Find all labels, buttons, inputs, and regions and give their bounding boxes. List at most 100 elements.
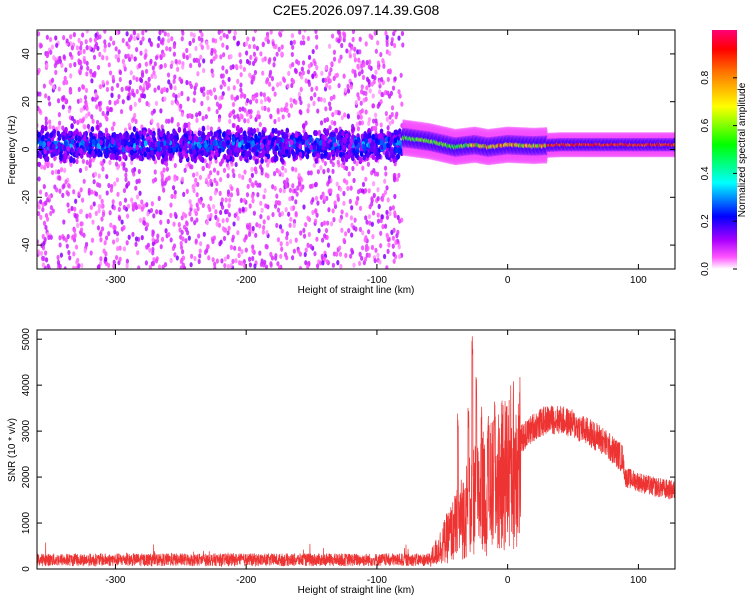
spectrogram-noise-cell <box>108 160 111 165</box>
spectrogram-noise-cell <box>173 44 176 49</box>
spectrogram-noise-cell <box>255 222 258 227</box>
spectrogram-core-cell <box>42 141 46 147</box>
spectrogram-noise-cell <box>145 62 148 67</box>
spectrogram-noise-cell <box>113 205 116 210</box>
spectrogram-noise-cell <box>323 221 326 226</box>
spectrogram-core-cell <box>260 143 264 149</box>
spectrogram-noise-cell <box>233 114 236 119</box>
spectrogram-noise-cell <box>66 38 69 43</box>
spectrogram-noise-cell <box>202 92 205 97</box>
spectrogram-noise-cell <box>106 190 109 195</box>
spectrogram-noise-cell <box>152 70 155 75</box>
spectrogram-noise-cell <box>126 240 129 245</box>
spectrogram-noise-cell <box>111 126 114 131</box>
spectrogram-noise-cell <box>377 65 380 70</box>
spectrogram-core-cell <box>89 142 93 148</box>
spectrogram-noise-cell <box>322 169 325 174</box>
spectrogram-noise-cell <box>376 253 379 258</box>
spectrogram-core-cell <box>386 142 390 148</box>
spectrogram-core-cell <box>268 135 272 141</box>
spectrogram-noise-cell <box>37 249 40 254</box>
spectrogram-noise-cell <box>121 87 124 92</box>
spectrogram-noise-cell <box>358 49 361 54</box>
spectrogram-core-cell <box>309 145 313 151</box>
spectrogram-noise-cell <box>304 260 307 265</box>
spectrogram-core-cell <box>41 128 45 134</box>
spectrogram-noise-cell <box>337 38 340 43</box>
spectrogram-noise-cell <box>401 31 404 36</box>
spectrogram-noise-cell <box>141 93 144 98</box>
spectrogram-noise-cell <box>261 258 264 263</box>
spectrogram-noise-cell <box>365 109 368 114</box>
spectrogram-noise-cell <box>247 184 250 189</box>
spectrogram-noise-cell <box>315 237 318 242</box>
spectrogram-noise-cell <box>347 88 350 93</box>
spectrogram-noise-cell <box>164 63 167 68</box>
spectrogram-noise-cell <box>92 119 95 124</box>
spectrogram-noise-cell <box>262 194 265 199</box>
spectrogram-noise-cell <box>290 103 293 108</box>
spectrogram-noise-cell <box>229 65 232 70</box>
spectrogram-noise-cell <box>133 36 136 41</box>
spectrogram-noise-cell <box>112 239 115 244</box>
spectrogram-core-cell <box>58 134 62 140</box>
spectrogram-noise-cell <box>78 87 81 92</box>
spectrogram-core-cell <box>166 139 170 145</box>
spectrogram-noise-cell <box>51 170 54 175</box>
spectrogram-core-cell <box>52 144 56 150</box>
spectrogram-core-cell <box>213 131 217 137</box>
spectrogram-noise-cell <box>316 108 319 113</box>
spectrogram-noise-cell <box>287 212 290 217</box>
spectrogram-noise-cell <box>226 217 229 222</box>
spectrogram-core-cell <box>178 127 182 133</box>
spectrogram-core-cell <box>273 156 277 162</box>
spectrogram-noise-cell <box>347 113 350 118</box>
spectrogram-noise-cell <box>146 85 149 90</box>
spectrogram-core-cell <box>266 145 270 151</box>
spectrogram-noise-cell <box>62 104 65 109</box>
spectrogram-core-cell <box>144 140 148 146</box>
spectrogram-noise-cell <box>190 32 193 37</box>
spectrogram-noise-cell <box>102 111 105 116</box>
spectrogram-noise-cell <box>140 78 143 83</box>
spectrogram-noise-cell <box>41 207 44 212</box>
spectrogram-core-cell <box>279 142 283 148</box>
spectrogram-noise-cell <box>240 198 243 203</box>
spectrogram-noise-cell <box>310 96 313 101</box>
spectrogram-noise-cell <box>112 75 115 80</box>
spectrogram-noise-cell <box>347 228 350 233</box>
spectrogram-noise-cell <box>126 214 129 219</box>
spectrogram-noise-cell <box>357 58 360 63</box>
spectrogram-noise-cell <box>226 45 229 50</box>
spectrogram-noise-cell <box>163 96 166 101</box>
spectrogram-noise-cell <box>361 108 364 113</box>
spectrogram-noise-cell <box>397 36 400 41</box>
spectrogram-noise-cell <box>286 231 289 236</box>
spectrogram-noise-cell <box>51 45 54 50</box>
spectrogram-noise-cell <box>182 212 185 217</box>
spectrogram-noise-cell <box>221 95 224 100</box>
spectrogram-noise-cell <box>296 192 299 197</box>
spectrogram-noise-cell <box>245 247 248 252</box>
spectrogram-noise-cell <box>222 73 225 78</box>
spectrogram-noise-cell <box>368 64 371 69</box>
spectrogram-noise-cell <box>310 170 313 175</box>
spectrogram-noise-cell <box>336 181 339 186</box>
spectrogram-noise-cell <box>182 192 185 197</box>
spectrogram-noise-cell <box>66 202 69 207</box>
spectrogram-core-cell <box>253 128 257 134</box>
spectrogram-noise-cell <box>397 173 400 178</box>
spectrogram-noise-cell <box>331 169 334 174</box>
spectrogram-core-cell <box>344 153 348 159</box>
spectrogram-noise-cell <box>361 230 364 235</box>
spectrogram-noise-cell <box>398 254 401 259</box>
spectrogram-noise-cell <box>390 41 393 46</box>
spectrogram-noise-cell <box>68 255 71 260</box>
spectrogram-noise-cell <box>339 264 342 269</box>
spectrogram-noise-cell <box>222 218 225 223</box>
spectrogram-noise-cell <box>189 199 192 204</box>
spectrogram-core-cell <box>295 132 299 138</box>
spectrogram-noise-cell <box>169 202 172 207</box>
spectrogram-noise-cell <box>383 179 386 184</box>
spectrogram-noise-cell <box>211 239 214 244</box>
